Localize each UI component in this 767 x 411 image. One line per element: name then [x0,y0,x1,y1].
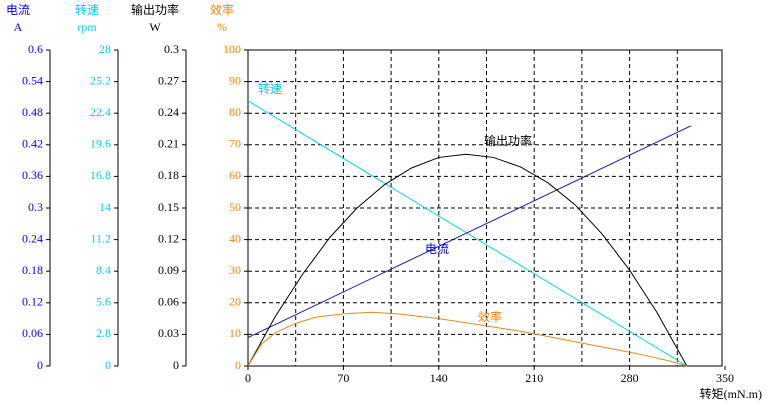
x-axis-label: 转矩(mN.m) [700,386,762,401]
y-tick-label: 28 [99,42,111,56]
y-tick-label: 0.6 [28,42,43,56]
y-tick-label: 2.8 [96,326,111,340]
y-tick-label: 20 [229,295,241,309]
y-tick-label: 0.24 [22,231,43,245]
y-tick-label: 0.15 [158,200,179,214]
y-tick-label: 16.8 [90,168,111,182]
axis-title: 电流 [6,3,30,17]
axis-unit: A [14,20,23,34]
axis-title: 转速 [75,2,99,17]
series-line [247,153,688,367]
y-tick-label: 11.2 [90,231,111,245]
y-tick-label: 80 [229,105,241,119]
y-tick-label: 0.06 [22,326,43,340]
series-label: 转速 [258,81,282,96]
y-tick-label: 19.6 [90,137,111,151]
y-tick-label: 0 [37,358,43,372]
y-tick-label: 40 [229,231,241,245]
y-tick-label: 0.09 [158,263,179,277]
y-tick-label: 60 [229,168,241,182]
y-tick-label: 10 [229,326,241,340]
y-tick-label: 0.03 [158,326,179,340]
y-tick-label: 5.6 [96,295,111,309]
y-tick-label: 0.06 [158,295,179,309]
y-tick-label: 0.54 [22,73,43,87]
series-label: 输出功率 [484,133,532,148]
y-tick-label: 0 [173,358,179,372]
y-tick-label: 0.48 [22,105,43,119]
x-tick-label: 280 [621,371,639,385]
y-tick-label: 8.4 [96,263,111,277]
y-tick-label: 0.12 [22,295,43,309]
axis-title: 输出功率 [131,2,179,17]
y-tick-label: 0.18 [158,168,179,182]
x-tick-label: 210 [525,371,543,385]
y-tick-label: 30 [229,263,241,277]
y-tick-label: 100 [223,42,241,56]
y-tick-label: 70 [229,137,241,151]
series-line [247,100,688,367]
y-tick-label: 0 [235,358,241,372]
y-tick-label: 0.36 [22,168,43,182]
y-tick-label: 0.3 [164,42,179,56]
y-tick-label: 0.42 [22,137,43,151]
y-tick-label: 0.3 [28,200,43,214]
axis-title: 效率 [210,2,234,17]
axis-unit: W [149,20,161,34]
y-tick-label: 14 [99,200,111,214]
y-tick-label: 22.4 [90,105,111,119]
x-tick-label: 350 [716,371,734,385]
y-tick-label: 90 [229,73,241,87]
x-tick-label: 70 [337,371,349,385]
y-tick-label: 50 [229,200,241,214]
y-tick-label: 0.27 [158,73,179,87]
series-line [247,311,687,367]
y-tick-label: 25.2 [90,73,111,87]
series-label: 效率 [478,309,502,324]
y-tick-label: 0.18 [22,263,43,277]
y-tick-label: 0.24 [158,105,179,119]
x-tick-label: 140 [430,371,448,385]
y-tick-label: 0 [105,358,111,372]
y-tick-label: 0.21 [158,137,179,151]
axis-unit: % [217,20,227,34]
series-line [247,125,692,339]
axis-unit: rpm [77,20,97,34]
series-label: 电流 [425,242,449,256]
y-tick-label: 0.12 [158,231,179,245]
x-tick-label: 0 [245,371,251,385]
